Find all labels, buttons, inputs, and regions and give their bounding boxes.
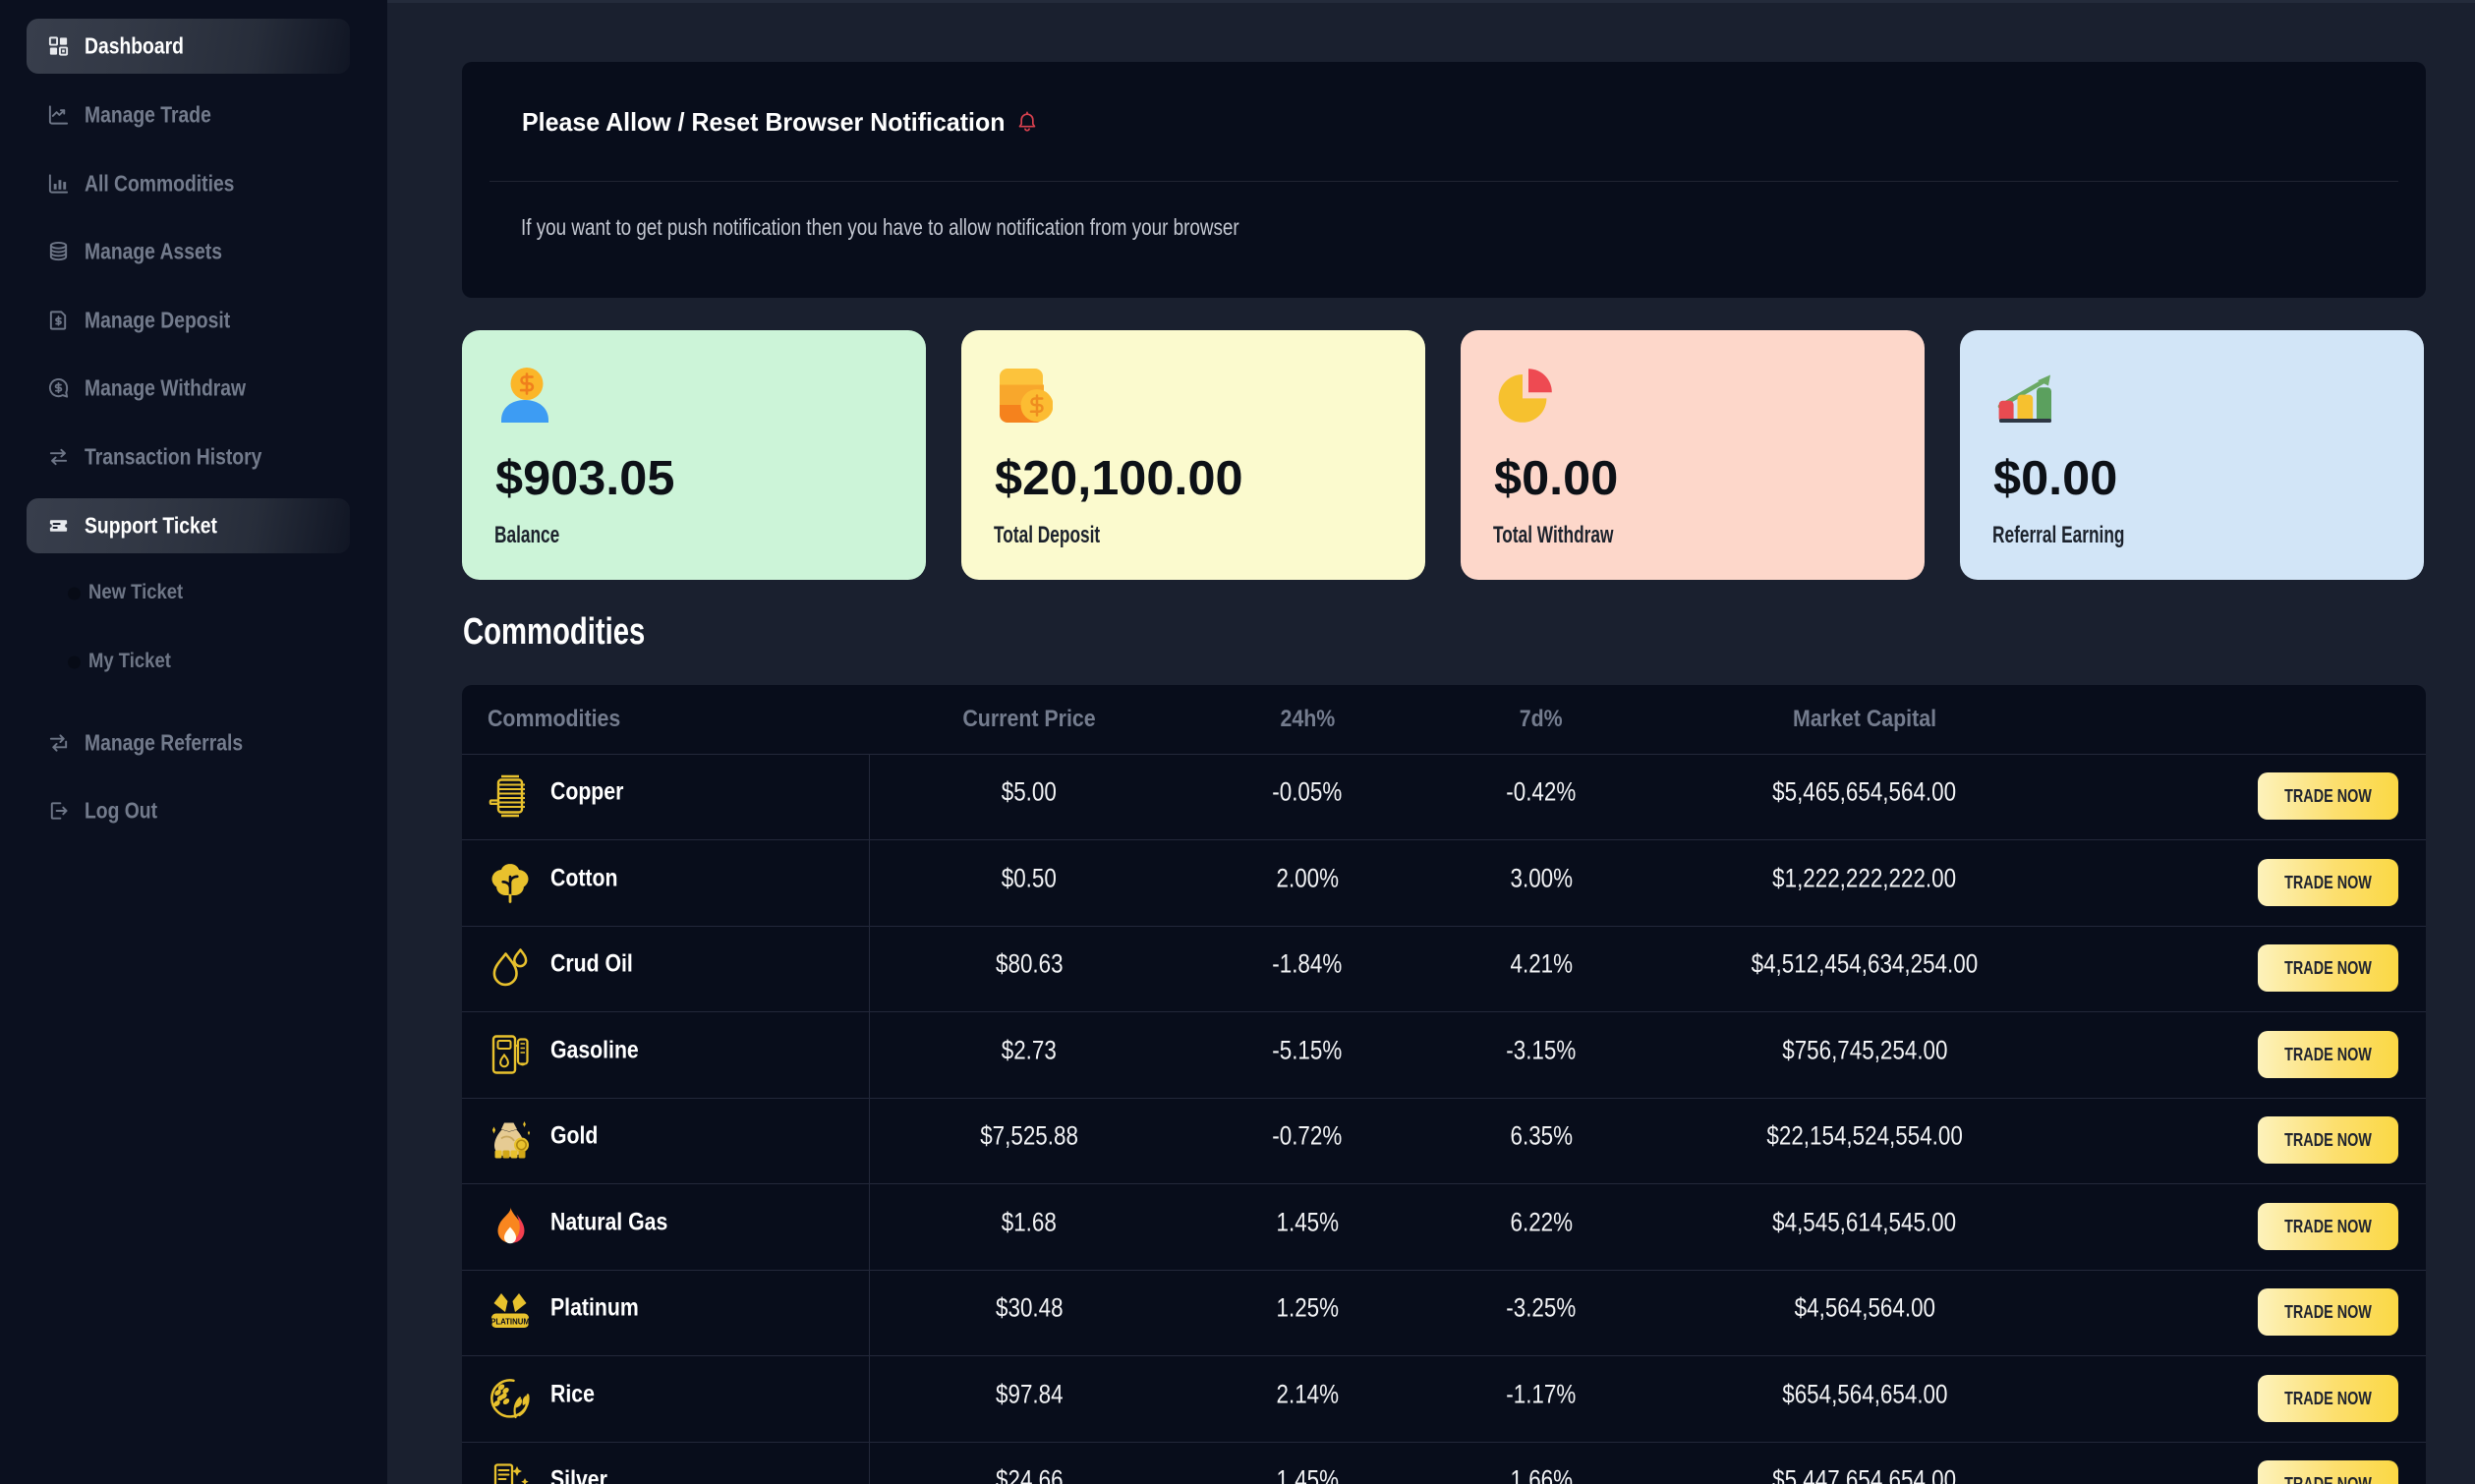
svg-text:PLATINUM: PLATINUM	[490, 1318, 530, 1327]
